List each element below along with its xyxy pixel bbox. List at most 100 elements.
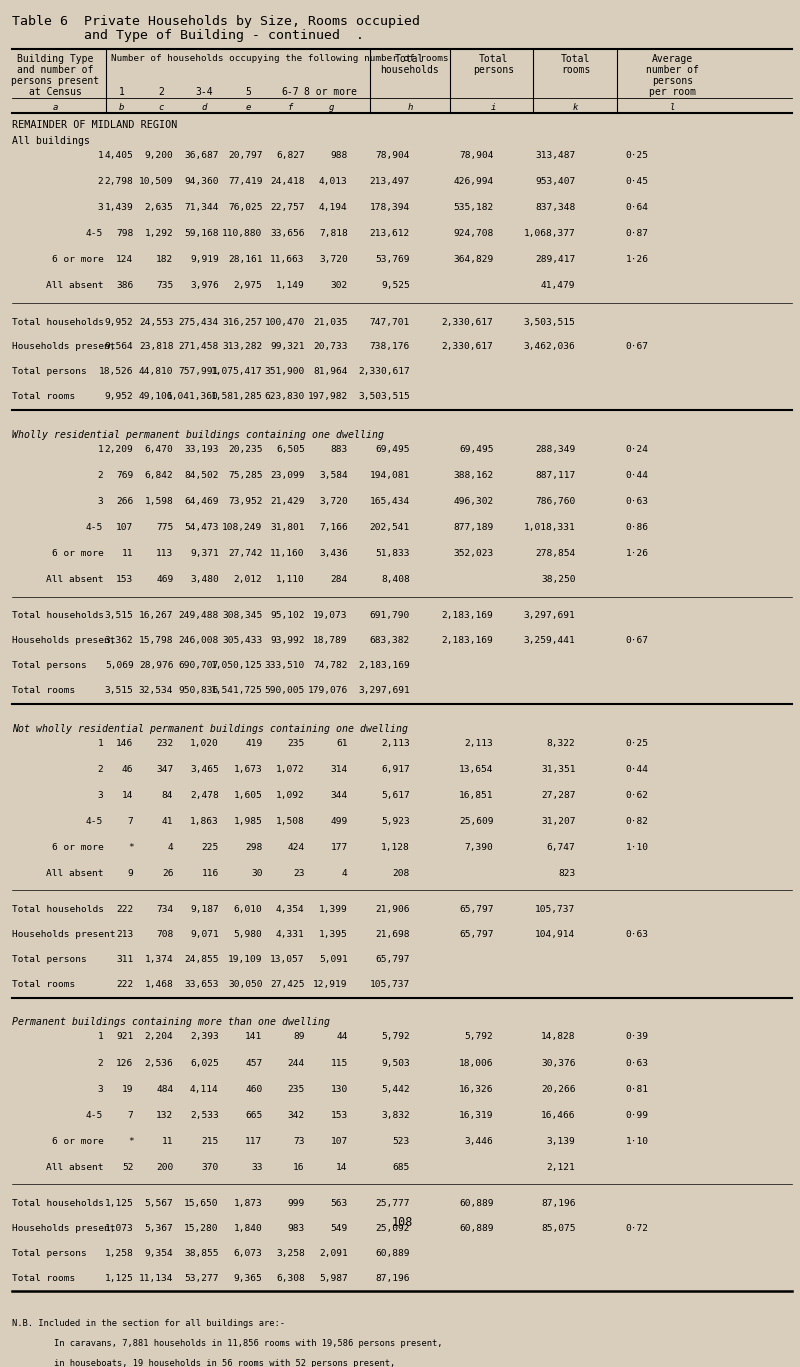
Text: 41,479: 41,479 [541, 282, 575, 290]
Text: 1,258: 1,258 [105, 1249, 134, 1258]
Text: 1,110: 1,110 [276, 576, 305, 584]
Text: 2: 2 [98, 764, 103, 774]
Text: b: b [119, 104, 124, 112]
Text: 24,855: 24,855 [184, 956, 218, 964]
Text: 535,182: 535,182 [453, 202, 494, 212]
Text: 2,330,617: 2,330,617 [442, 317, 494, 327]
Text: 132: 132 [156, 1111, 174, 1120]
Text: 734: 734 [156, 905, 174, 915]
Text: 9,503: 9,503 [381, 1058, 410, 1068]
Text: 5,617: 5,617 [381, 791, 410, 800]
Text: 5,442: 5,442 [381, 1085, 410, 1094]
Text: 20,266: 20,266 [541, 1085, 575, 1094]
Text: 2,330,617: 2,330,617 [442, 343, 494, 351]
Text: 883: 883 [330, 444, 348, 454]
Text: 74,782: 74,782 [314, 662, 348, 670]
Text: 25,609: 25,609 [459, 817, 494, 826]
Text: 26: 26 [162, 869, 174, 878]
Text: 8,408: 8,408 [381, 576, 410, 584]
Text: 0·99: 0·99 [626, 1111, 649, 1120]
Text: 7,818: 7,818 [319, 230, 348, 238]
Text: 2,204: 2,204 [145, 1032, 174, 1042]
Text: 0·64: 0·64 [626, 202, 649, 212]
Text: Total households: Total households [12, 905, 104, 915]
Text: 3,720: 3,720 [319, 496, 348, 506]
Text: 3,446: 3,446 [465, 1137, 494, 1146]
Text: 33: 33 [251, 1163, 262, 1172]
Text: Households present: Households present [12, 343, 115, 351]
Text: 308,345: 308,345 [222, 611, 262, 621]
Text: 73: 73 [294, 1137, 305, 1146]
Text: 1,125: 1,125 [105, 1199, 134, 1208]
Text: 21,429: 21,429 [270, 496, 305, 506]
Text: 194,081: 194,081 [370, 470, 410, 480]
Text: 10,509: 10,509 [139, 176, 174, 186]
Text: 3,436: 3,436 [319, 550, 348, 558]
Text: 469: 469 [156, 576, 174, 584]
Text: 426,994: 426,994 [453, 176, 494, 186]
Text: 3,462,036: 3,462,036 [524, 343, 575, 351]
Text: 87,196: 87,196 [541, 1199, 575, 1208]
Text: Total rooms: Total rooms [12, 686, 75, 696]
Text: l: l [670, 104, 675, 112]
Text: 44: 44 [336, 1032, 348, 1042]
Text: 21,906: 21,906 [375, 905, 410, 915]
Text: 16,319: 16,319 [459, 1111, 494, 1120]
Text: 999: 999 [287, 1199, 305, 1208]
Text: 3,139: 3,139 [546, 1137, 575, 1146]
Text: 1,399: 1,399 [319, 905, 348, 915]
Text: 6,917: 6,917 [381, 764, 410, 774]
Text: 1,128: 1,128 [381, 843, 410, 852]
Text: 1,292: 1,292 [145, 230, 174, 238]
Text: 388,162: 388,162 [453, 470, 494, 480]
Text: 78,904: 78,904 [375, 150, 410, 160]
Text: 2,393: 2,393 [190, 1032, 218, 1042]
Text: 9,564: 9,564 [105, 343, 134, 351]
Text: 8 or more: 8 or more [304, 87, 357, 97]
Text: In caravans, 7,881 households in 11,856 rooms with 19,586 persons present,: In caravans, 7,881 households in 11,856 … [12, 1338, 442, 1348]
Text: 352,023: 352,023 [453, 550, 494, 558]
Text: 1,073: 1,073 [105, 1225, 134, 1233]
Text: 496,302: 496,302 [453, 496, 494, 506]
Text: 1,985: 1,985 [234, 817, 262, 826]
Text: 0·25: 0·25 [626, 150, 649, 160]
Text: 110,880: 110,880 [222, 230, 262, 238]
Text: 5,792: 5,792 [381, 1032, 410, 1042]
Text: 0·25: 0·25 [626, 738, 649, 748]
Text: 0·67: 0·67 [626, 343, 649, 351]
Text: 4,405: 4,405 [105, 150, 134, 160]
Text: 69,495: 69,495 [459, 444, 494, 454]
Text: 21,035: 21,035 [314, 317, 348, 327]
Text: 178,394: 178,394 [370, 202, 410, 212]
Text: 12,919: 12,919 [314, 980, 348, 990]
Text: c: c [158, 104, 164, 112]
Text: 33,653: 33,653 [184, 980, 218, 990]
Text: 65,797: 65,797 [375, 956, 410, 964]
Text: 179,076: 179,076 [307, 686, 348, 696]
Text: 3,480: 3,480 [190, 576, 218, 584]
Text: 4,194: 4,194 [319, 202, 348, 212]
Text: 15,798: 15,798 [139, 637, 174, 645]
Text: 4-5: 4-5 [86, 1111, 103, 1120]
Text: 769: 769 [116, 470, 134, 480]
Text: 0·67: 0·67 [626, 637, 649, 645]
Text: 36,687: 36,687 [184, 150, 218, 160]
Text: 0·45: 0·45 [626, 176, 649, 186]
Text: 7: 7 [128, 817, 134, 826]
Text: Total households: Total households [12, 317, 104, 327]
Text: 735: 735 [156, 282, 174, 290]
Text: 5,069: 5,069 [105, 662, 134, 670]
Text: 4-5: 4-5 [86, 817, 103, 826]
Text: 33,193: 33,193 [184, 444, 218, 454]
Text: 30,050: 30,050 [228, 980, 262, 990]
Text: 21,698: 21,698 [375, 931, 410, 939]
Text: 19: 19 [122, 1085, 134, 1094]
Text: 0·72: 0·72 [626, 1225, 649, 1233]
Text: 64,469: 64,469 [184, 496, 218, 506]
Text: 0·81: 0·81 [626, 1085, 649, 1094]
Text: 3,503,515: 3,503,515 [524, 317, 575, 327]
Text: 13,057: 13,057 [270, 956, 305, 964]
Text: 28,161: 28,161 [228, 256, 262, 264]
Text: 747,701: 747,701 [370, 317, 410, 327]
Text: 93,992: 93,992 [270, 637, 305, 645]
